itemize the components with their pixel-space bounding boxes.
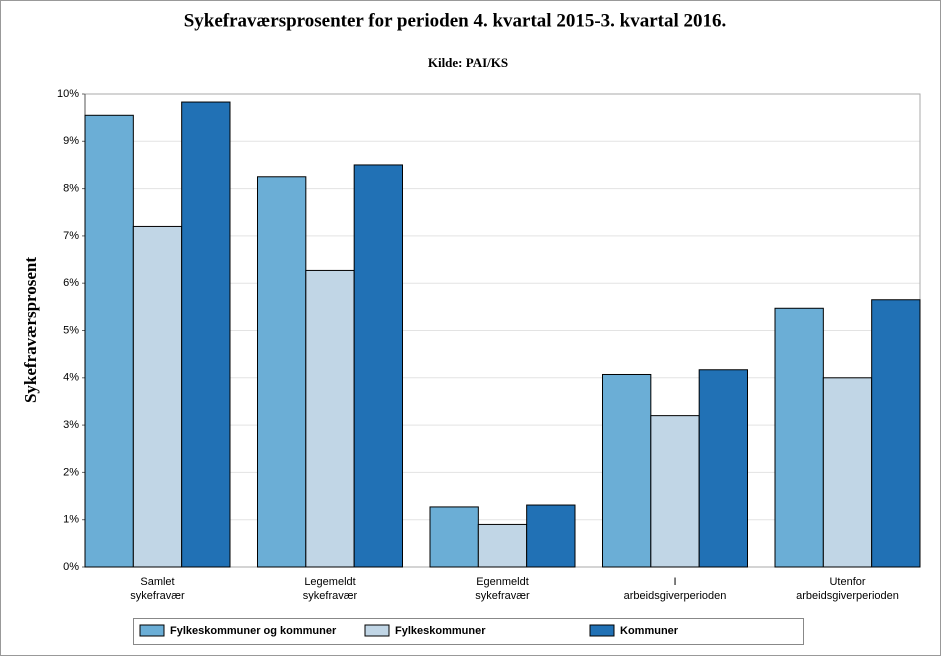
legend-swatch xyxy=(139,624,165,637)
y-axis-label: Sykefraværsprosent xyxy=(21,257,40,403)
x-tick-label: Samlet sykefravær xyxy=(130,576,185,602)
x-tick-label: Legemeldt sykefravær xyxy=(302,576,358,602)
bar xyxy=(698,369,749,568)
legend-label: Kommuner xyxy=(620,625,679,637)
bar xyxy=(353,164,403,568)
bar xyxy=(132,225,183,568)
legend-label: Fylkeskommuner og kommuner xyxy=(170,625,337,637)
bar xyxy=(602,373,652,568)
bar xyxy=(526,504,576,568)
bar xyxy=(774,307,824,568)
x-tick-label: I arbeidsgiverperioden xyxy=(623,576,727,602)
chart-title: Sykefraværsprosenter for perioden 4. kva… xyxy=(184,10,727,31)
legend-label: Fylkeskommuner xyxy=(395,625,486,637)
y-tick-label: 0% xyxy=(63,561,79,573)
y-tick-label: 2% xyxy=(63,466,79,478)
y-tick-label: 7% xyxy=(63,230,79,242)
y-tick-label: 4% xyxy=(63,372,79,384)
bar xyxy=(871,299,921,568)
y-tick-label: 1% xyxy=(63,514,79,526)
bar xyxy=(650,415,700,568)
y-tick-label: 10% xyxy=(57,88,79,100)
y-tick-label: 5% xyxy=(63,324,79,336)
bar xyxy=(257,176,307,568)
legend-box xyxy=(133,618,804,645)
legend-swatch xyxy=(364,624,390,637)
chart-subtitle: Kilde: PAI/KS xyxy=(428,55,508,70)
x-tick-label: Egenmeldt sykefravær xyxy=(475,576,530,602)
y-tick-label: 6% xyxy=(63,277,79,289)
bar xyxy=(305,269,355,568)
bar xyxy=(181,101,231,568)
y-tick-label: 9% xyxy=(63,135,79,147)
bar xyxy=(429,506,479,568)
y-tick-label: 3% xyxy=(63,419,79,431)
legend-swatch xyxy=(589,624,615,637)
x-tick-label: Utenfor arbeidsgiverperioden xyxy=(796,576,899,602)
bar xyxy=(84,114,134,568)
y-tick-label: 8% xyxy=(63,183,79,195)
bar xyxy=(477,523,528,568)
bar xyxy=(822,377,873,568)
